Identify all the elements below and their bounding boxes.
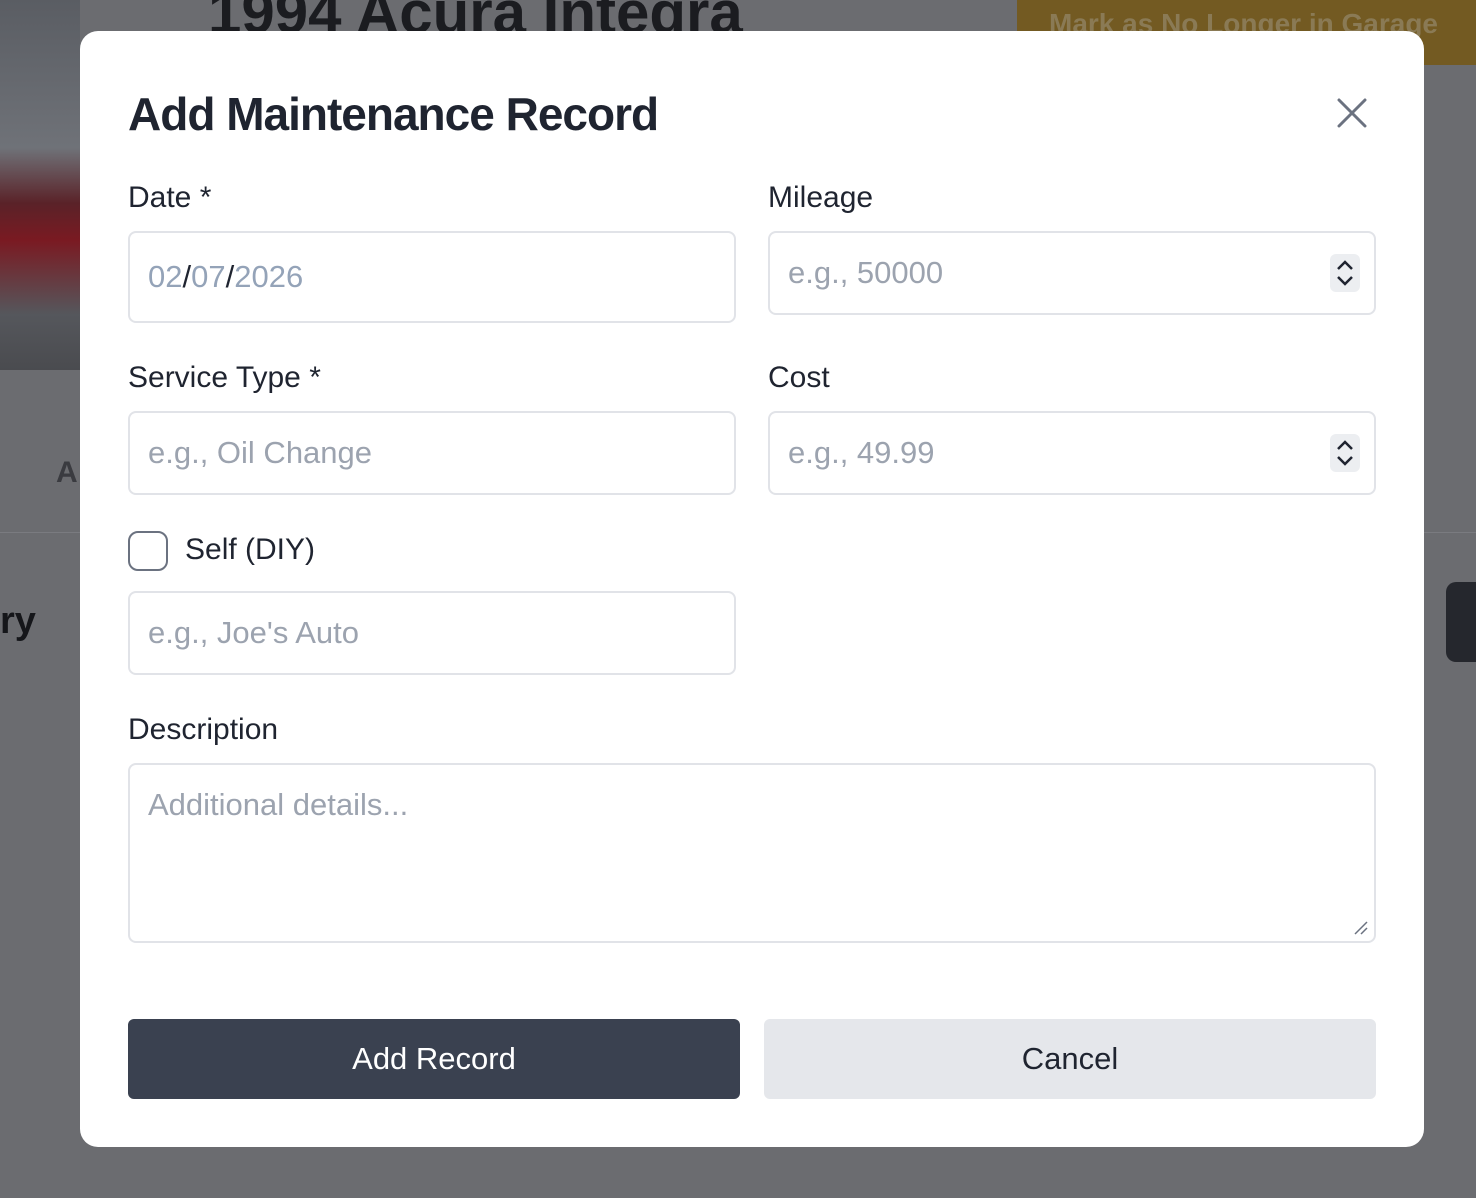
date-label: Date * [128, 181, 212, 214]
date-day[interactable]: 07 [191, 259, 226, 294]
self-diy-label[interactable]: Self (DIY) [185, 533, 316, 566]
background-section-heading: ry [0, 600, 36, 642]
date-input[interactable]: 02/07/2026 [128, 231, 736, 323]
service-type-placeholder: e.g., Oil Change [148, 435, 373, 470]
service-type-input[interactable]: e.g., Oil Change [128, 411, 736, 495]
add-record-button[interactable]: Add Record [128, 1019, 740, 1099]
stepper-icon [1337, 440, 1353, 466]
background-tab[interactable]: A [56, 456, 78, 489]
stepper-icon [1337, 260, 1353, 286]
modal-title: Add Maintenance Record [128, 88, 659, 140]
date-month[interactable]: 02 [148, 259, 183, 294]
close-icon[interactable] [1332, 93, 1372, 133]
date-separator: / [225, 259, 235, 294]
mileage-input[interactable]: e.g., 50000 [768, 231, 1376, 315]
cost-stepper[interactable] [1330, 434, 1360, 472]
background-button[interactable] [1446, 582, 1476, 662]
description-placeholder: Additional details... [148, 787, 409, 822]
date-year[interactable]: 2026 [234, 259, 304, 294]
cost-placeholder: e.g., 49.99 [788, 435, 935, 470]
cost-label: Cost [768, 361, 830, 394]
date-separator: / [182, 259, 192, 294]
resize-handle-icon[interactable] [1352, 919, 1368, 935]
mileage-placeholder: e.g., 50000 [788, 255, 944, 290]
mileage-stepper[interactable] [1330, 254, 1360, 292]
service-type-label: Service Type * [128, 361, 321, 394]
description-label: Description [128, 713, 279, 746]
shop-input[interactable]: e.g., Joe's Auto [128, 591, 736, 675]
shop-placeholder: e.g., Joe's Auto [148, 615, 360, 650]
add-maintenance-modal: Add Maintenance Record Date * 02/07/2026… [80, 31, 1424, 1147]
mileage-label: Mileage [768, 181, 874, 214]
cancel-button[interactable]: Cancel [764, 1019, 1376, 1099]
cost-input[interactable]: e.g., 49.99 [768, 411, 1376, 495]
description-textarea[interactable]: Additional details... [128, 763, 1376, 943]
vehicle-photo [0, 0, 80, 370]
self-diy-checkbox[interactable] [128, 531, 168, 571]
